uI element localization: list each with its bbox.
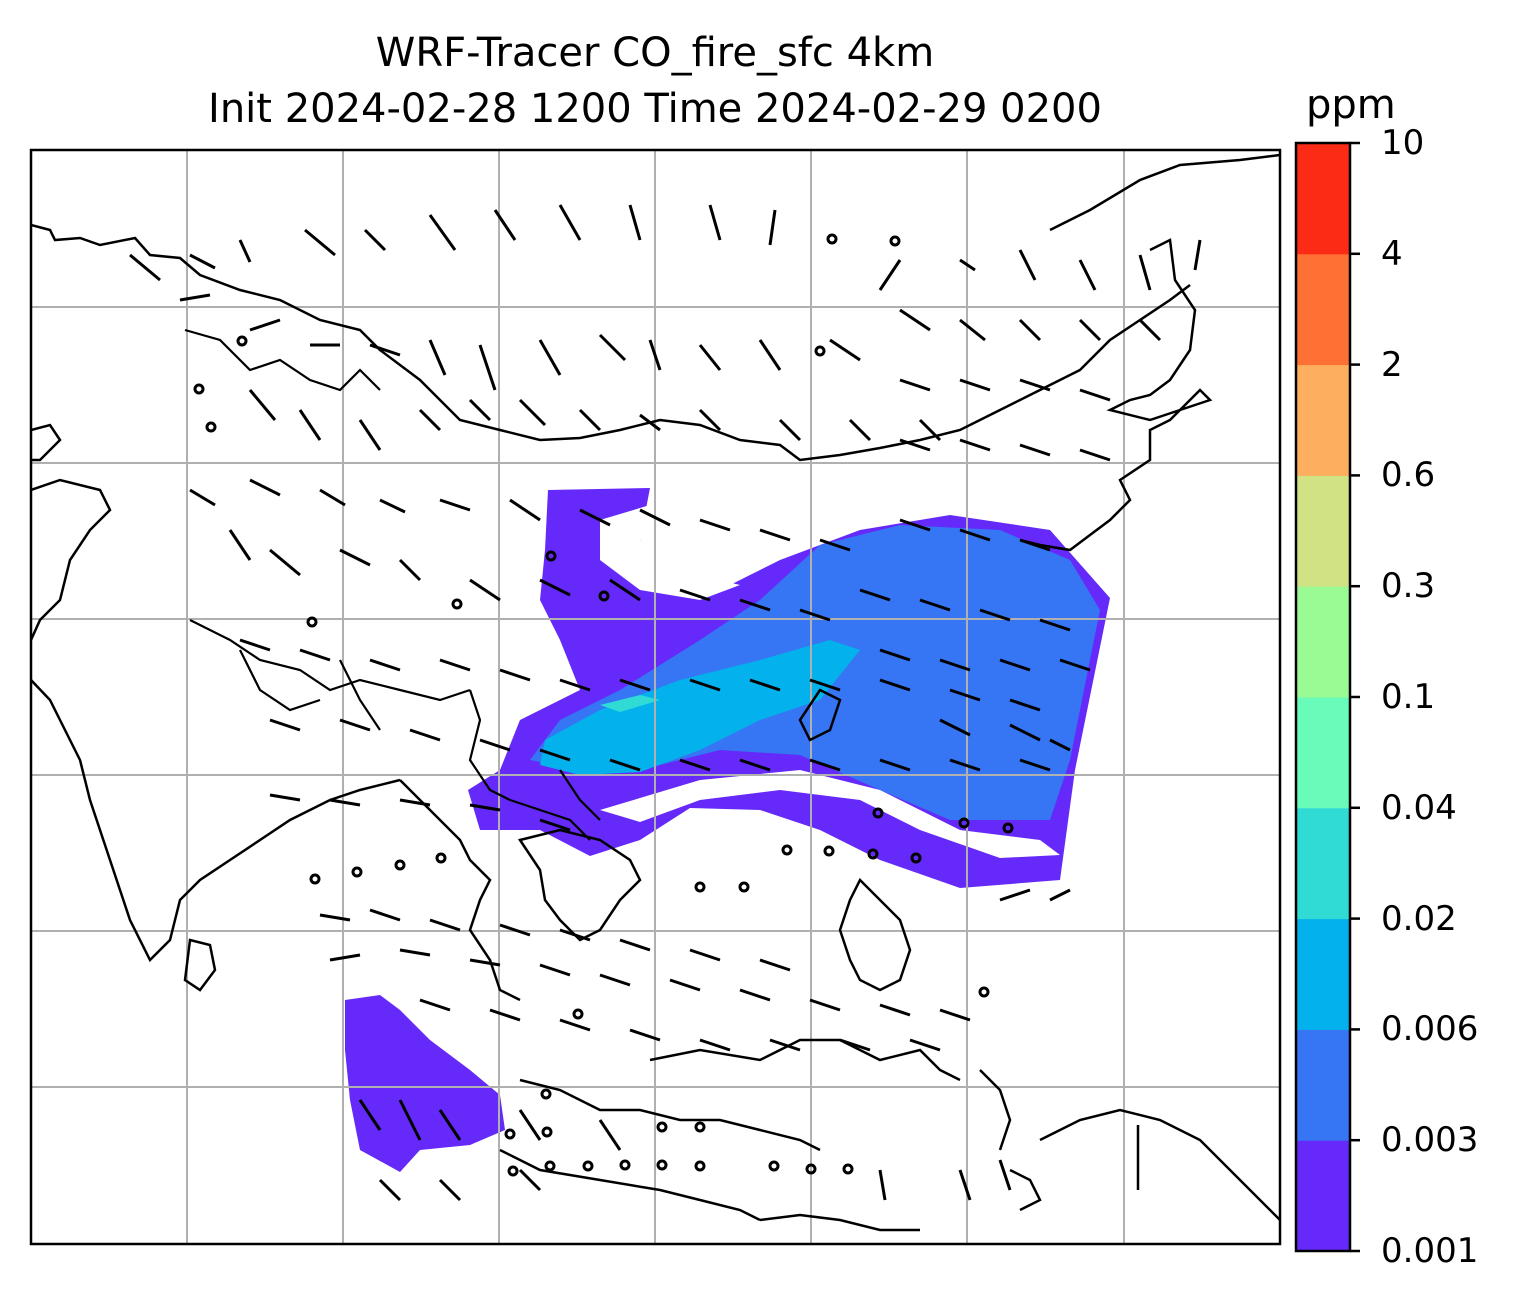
colorbar-tick-label: 0.003 bbox=[1381, 1120, 1479, 1161]
plume-south bbox=[345, 995, 505, 1172]
colorbar-swatch bbox=[1296, 253, 1350, 366]
colorbar-swatch bbox=[1296, 364, 1350, 476]
calm-circles bbox=[193, 233, 1014, 1177]
colorbar-swatch bbox=[1296, 586, 1350, 698]
colorbar-swatch bbox=[1296, 697, 1350, 809]
coastlines bbox=[31, 153, 1280, 1232]
colorbar-swatch bbox=[1296, 918, 1350, 1030]
colorbar-tick-label: 0.006 bbox=[1381, 1009, 1479, 1050]
map-title-line2: Init 2024-02-28 1200 Time 2024-02-29 020… bbox=[208, 86, 1102, 132]
colorbar-tick-label: 0.04 bbox=[1381, 787, 1457, 828]
colorbar-swatch bbox=[1296, 143, 1350, 255]
map-frame bbox=[29, 148, 1282, 1246]
colorbar-swatch bbox=[1296, 1140, 1350, 1252]
plume-white-gap2 bbox=[600, 505, 740, 600]
map-plot-area bbox=[31, 150, 1280, 1244]
co-plume bbox=[345, 488, 1110, 1172]
colorbar bbox=[1294, 141, 1360, 1253]
colorbar-unit: ppm bbox=[1306, 82, 1396, 128]
gridlines bbox=[31, 150, 1280, 1244]
colorbar-tick-label: 0.3 bbox=[1381, 566, 1436, 607]
colorbar-swatch bbox=[1296, 1029, 1350, 1141]
wind-barbs bbox=[129, 204, 1202, 1202]
colorbar-swatch bbox=[1296, 475, 1350, 587]
plume-core bbox=[540, 640, 860, 775]
map-title-line1: WRF-Tracer CO_fire_sfc 4km bbox=[375, 30, 935, 76]
colorbar-tick-label: 2 bbox=[1381, 344, 1403, 385]
colorbar-tick-label: 0.1 bbox=[1381, 677, 1436, 717]
colorbar-tick-label: 4 bbox=[1381, 233, 1403, 274]
colorbar-swatch bbox=[1296, 807, 1350, 920]
plume-white-gap bbox=[600, 770, 1060, 858]
country-borders bbox=[184, 328, 601, 841]
colorbar-tick-label: 0.02 bbox=[1381, 898, 1457, 939]
plume-hot bbox=[600, 695, 660, 712]
colorbar-tick-label: 10 bbox=[1381, 123, 1425, 163]
colorbar-tick-label: 0.001 bbox=[1381, 1231, 1479, 1271]
colorbar-tick-label: 0.6 bbox=[1381, 455, 1436, 496]
